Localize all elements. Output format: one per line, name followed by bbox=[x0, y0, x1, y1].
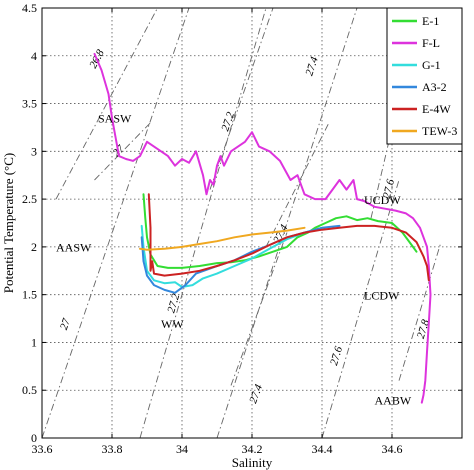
tick-layer: 33.6 33.8 34 34.2 34.4 34.6 0 0.5 1 1.5 2 2.5 3 3.5 4 4… bbox=[22, 1, 462, 456]
y-tick-label: 4.5 bbox=[22, 1, 37, 15]
y-tick-label: 4 bbox=[31, 49, 37, 63]
isopycnal-line bbox=[139, 8, 267, 438]
x-tick-label: 34 bbox=[176, 442, 188, 456]
isopycnal-line bbox=[398, 241, 442, 381]
legend-entry: TEW-3 bbox=[422, 124, 457, 138]
isopycnal-label: 27.6 bbox=[381, 178, 397, 200]
x-tick-label: 33.8 bbox=[102, 442, 123, 456]
x-tick-label: 34.6 bbox=[382, 442, 403, 456]
isopycnal-line bbox=[55, 8, 158, 200]
legend-entry: A3-2 bbox=[422, 80, 447, 94]
isopycnal-label: 27.4 bbox=[247, 382, 265, 405]
water-mass-label: WW bbox=[161, 317, 184, 331]
legend-entry: F-L bbox=[422, 36, 440, 50]
legend-entry: E-4W bbox=[422, 102, 451, 116]
water-mass-label-layer: SASW AASW WW UCDW LCDW AABW bbox=[56, 112, 412, 408]
series-line-tew-3 bbox=[139, 226, 306, 251]
isopycnal-label: 27.2 bbox=[165, 292, 182, 314]
isopycnal-line bbox=[42, 8, 190, 438]
isopycnal-label: 27.4 bbox=[303, 55, 321, 77]
y-tick-label: 1 bbox=[31, 335, 37, 349]
legend: E-1 F-L G-1 A3-2 E-4W TEW-3 bbox=[386, 7, 463, 145]
y-tick-label: 0 bbox=[31, 431, 37, 445]
x-tick-label: 33.6 bbox=[32, 442, 53, 456]
y-tick-label: 2.5 bbox=[22, 192, 37, 206]
isopycnal-line bbox=[216, 8, 358, 438]
water-mass-label: LCDW bbox=[364, 288, 400, 302]
isopycnal-line bbox=[230, 232, 288, 386]
y-tick-label: 0.5 bbox=[22, 383, 37, 397]
isopycnal-label: 27.6 bbox=[328, 345, 345, 367]
water-mass-label: SASW bbox=[98, 112, 132, 126]
legend-entry: G-1 bbox=[422, 58, 441, 72]
x-tick-label: 34.4 bbox=[312, 442, 333, 456]
series-line-f-l bbox=[93, 52, 432, 404]
y-tick-label: 3.5 bbox=[22, 97, 37, 111]
series-layer bbox=[93, 52, 432, 404]
water-mass-label: UCDW bbox=[364, 193, 401, 207]
y-tick-label: 3 bbox=[31, 144, 37, 158]
legend-entry: E-1 bbox=[422, 14, 439, 28]
water-mass-label: AASW bbox=[56, 241, 92, 255]
water-mass-label: AABW bbox=[375, 394, 412, 408]
legend-box bbox=[386, 7, 463, 145]
isopycnal-label: 27 bbox=[58, 317, 73, 332]
isopycnal-label: 27.2 bbox=[219, 110, 237, 133]
series-line-e-4w bbox=[147, 193, 430, 282]
y-tick-label: 2 bbox=[31, 240, 37, 254]
y-tick-label: 1.5 bbox=[22, 288, 37, 302]
series-line-g-1 bbox=[140, 224, 323, 288]
series-line-e-1 bbox=[142, 193, 418, 269]
y-axis-label: Potential Temperature (°C) bbox=[1, 153, 16, 294]
isopycnal-line bbox=[94, 122, 151, 181]
x-tick-label: 34.2 bbox=[242, 442, 263, 456]
x-axis-label: Salinity bbox=[232, 455, 273, 470]
isopycnal-line bbox=[209, 8, 274, 190]
isopycnal-line bbox=[265, 122, 330, 248]
